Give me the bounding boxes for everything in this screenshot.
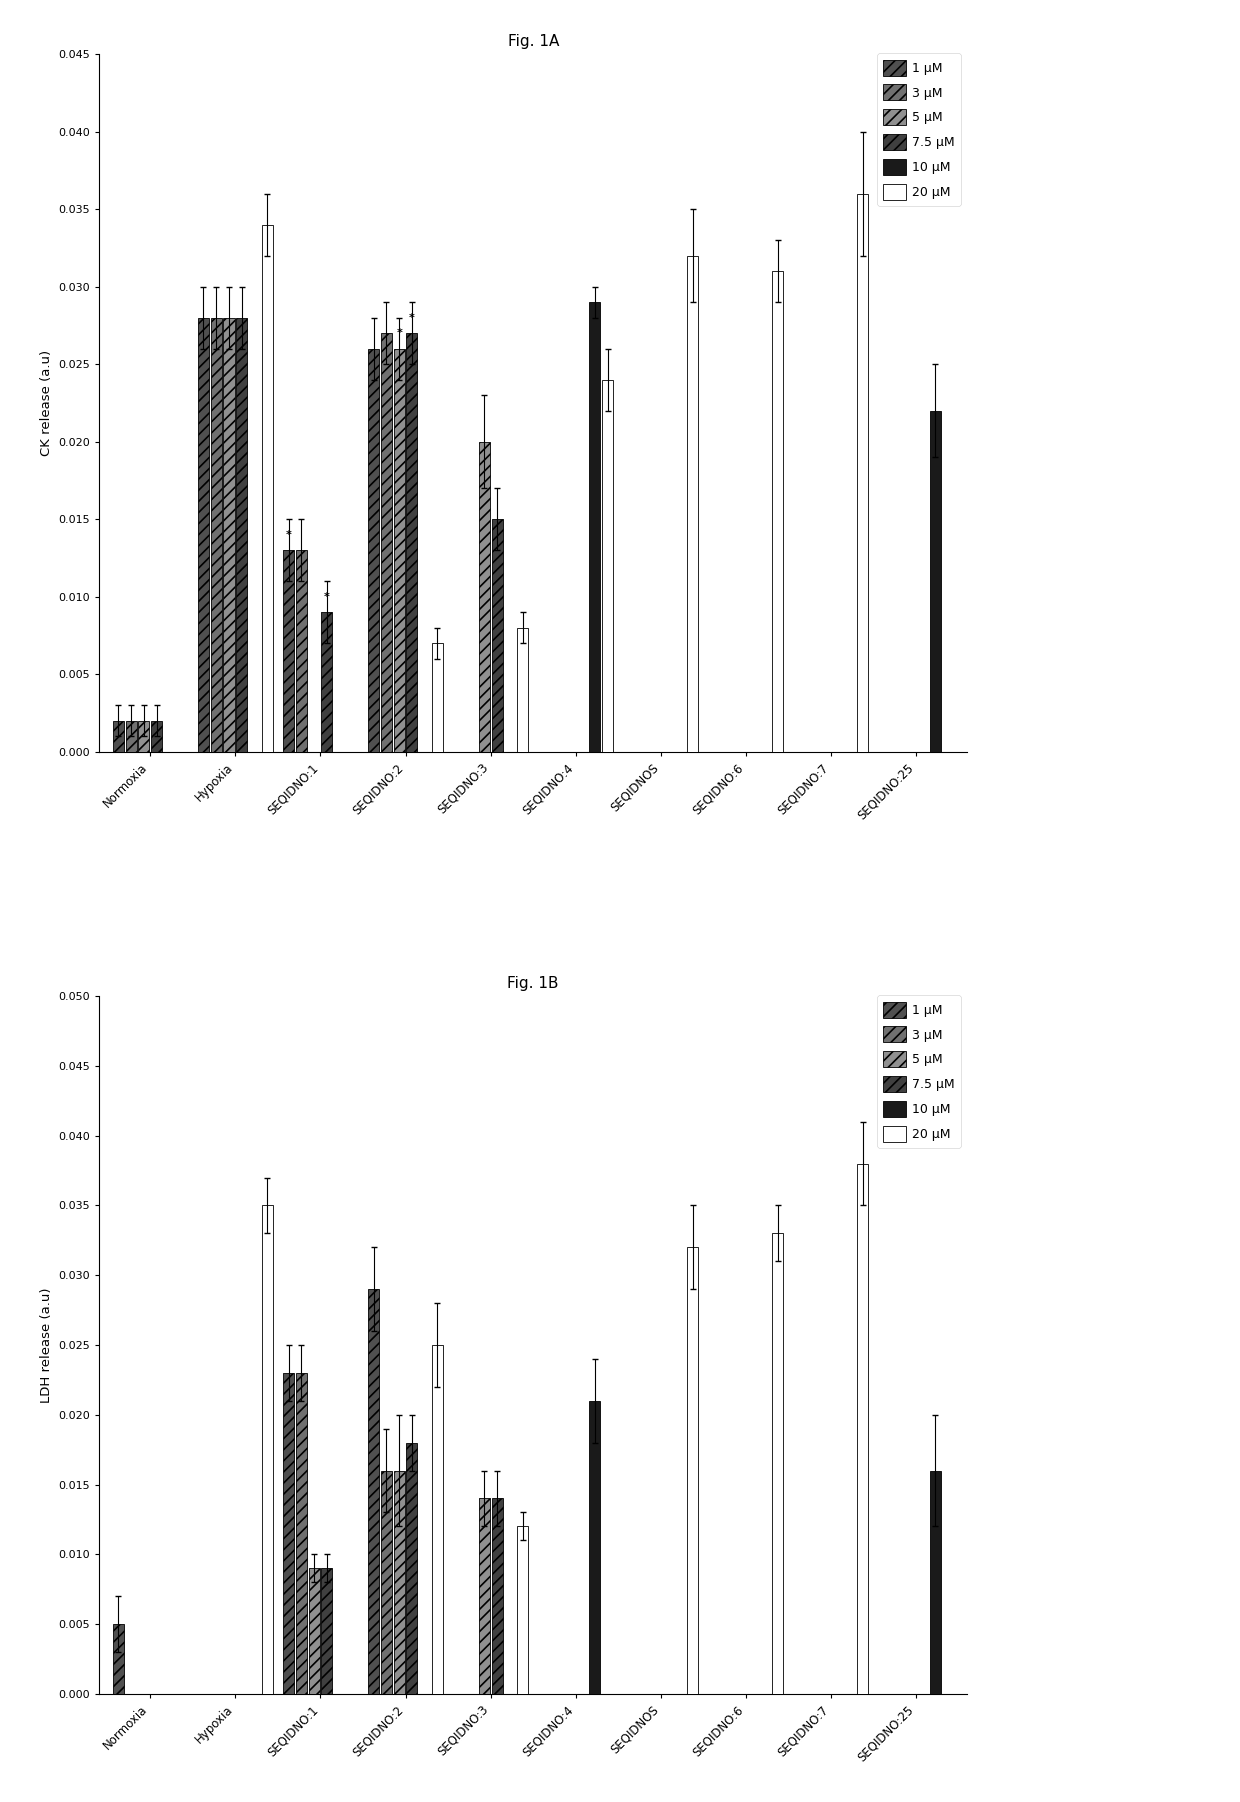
Bar (283, 1373, 294, 1694)
Bar (407, 333, 418, 751)
Bar (491, 1499, 502, 1694)
Bar (603, 380, 614, 751)
Y-axis label: CK release (a.u): CK release (a.u) (40, 350, 53, 456)
Legend: 1 μM, 3 μM, 5 μM, 7.5 μM, 10 μM, 20 μM: 1 μM, 3 μM, 5 μM, 7.5 μM, 10 μM, 20 μM (877, 54, 961, 205)
Bar (321, 613, 332, 751)
Bar (321, 1568, 332, 1694)
Bar (773, 1233, 784, 1694)
Bar (930, 1470, 941, 1694)
Bar (589, 1400, 600, 1694)
Legend: 1 μM, 3 μM, 5 μM, 7.5 μM, 10 μM, 20 μM: 1 μM, 3 μM, 5 μM, 7.5 μM, 10 μM, 20 μM (877, 995, 961, 1148)
Bar (432, 1344, 443, 1694)
Bar (517, 1526, 528, 1694)
Bar (517, 627, 528, 751)
Title: Fig. 1B: Fig. 1B (507, 975, 559, 991)
Bar (491, 519, 502, 751)
Bar (262, 225, 273, 751)
Bar (407, 1443, 418, 1694)
Bar (930, 411, 941, 751)
Bar (857, 193, 868, 751)
Bar (296, 550, 306, 751)
Bar (393, 348, 404, 751)
Text: *: * (409, 314, 415, 323)
Bar (368, 348, 379, 751)
Bar (113, 1624, 124, 1694)
Bar (139, 721, 149, 751)
Bar (151, 721, 162, 751)
Bar (479, 441, 490, 751)
Bar (393, 1470, 404, 1694)
Bar (309, 1568, 320, 1694)
Bar (432, 643, 443, 751)
Bar (381, 1470, 392, 1694)
Text: *: * (324, 591, 330, 602)
Bar (381, 333, 392, 751)
Bar (687, 256, 698, 751)
Bar (368, 1288, 379, 1694)
Bar (262, 1206, 273, 1694)
Title: Fig. 1A: Fig. 1A (507, 34, 559, 49)
Bar (113, 721, 124, 751)
Bar (125, 721, 136, 751)
Bar (211, 317, 222, 751)
Bar (283, 550, 294, 751)
Bar (198, 317, 210, 751)
Bar (236, 317, 247, 751)
Bar (479, 1499, 490, 1694)
Bar (773, 270, 784, 751)
Text: *: * (397, 328, 402, 339)
Bar (296, 1373, 306, 1694)
Bar (687, 1247, 698, 1694)
Bar (223, 317, 234, 751)
Text: *: * (285, 530, 291, 541)
Bar (857, 1164, 868, 1694)
Bar (589, 303, 600, 751)
Y-axis label: LDH release (a.u): LDH release (a.u) (40, 1287, 53, 1402)
